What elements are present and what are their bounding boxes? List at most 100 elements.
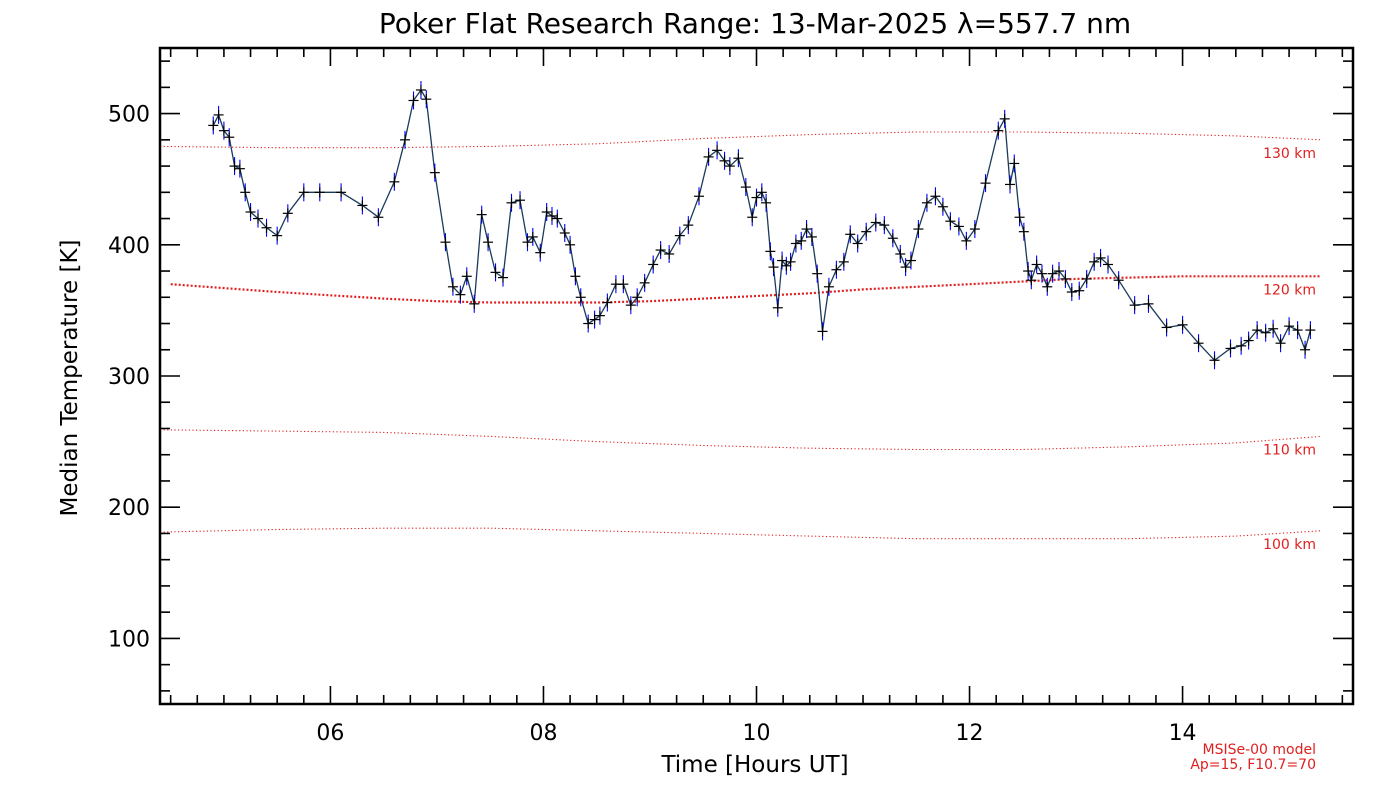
data-point <box>639 273 650 292</box>
data-point <box>817 322 828 341</box>
data-point <box>712 141 723 160</box>
data-point <box>905 251 916 270</box>
data-point <box>483 233 494 252</box>
data-point <box>693 187 704 206</box>
data-point <box>895 244 906 263</box>
data-point <box>469 294 480 313</box>
data-point <box>261 218 272 237</box>
data-point <box>632 288 643 307</box>
data-point <box>440 233 451 252</box>
data-point <box>879 216 890 235</box>
data-point <box>336 183 347 202</box>
data-point <box>980 174 991 193</box>
model-curve-label-1: 120 km <box>1263 282 1316 298</box>
data-point <box>1054 262 1065 281</box>
model-curve-label-0: 130 km <box>1263 146 1316 162</box>
data-point <box>476 205 487 224</box>
data-point <box>1060 269 1071 288</box>
data-point <box>781 256 792 275</box>
data-point <box>535 243 546 262</box>
series-line-0 <box>212 88 1312 362</box>
model-curve-1 <box>170 275 1321 304</box>
data-point <box>224 128 235 147</box>
data-point <box>999 109 1010 128</box>
data-point <box>415 80 426 99</box>
x-tick-label: 08 <box>529 721 557 746</box>
data-point <box>229 157 240 176</box>
x-tick-label: 06 <box>316 721 344 746</box>
data-point <box>913 220 924 239</box>
data-point <box>1031 255 1042 274</box>
data-point <box>429 163 440 182</box>
data-point <box>852 234 863 253</box>
data-point <box>1305 321 1316 340</box>
data-point <box>1275 334 1286 353</box>
y-tick-label: 400 <box>108 234 150 259</box>
data-point <box>870 213 881 232</box>
data-point <box>506 193 517 212</box>
y-tick-label: 300 <box>108 365 150 390</box>
data-point <box>761 193 772 212</box>
data-point <box>1018 222 1029 241</box>
data-point <box>733 149 744 168</box>
data-point <box>756 183 767 202</box>
data-point <box>583 314 594 333</box>
model-curves: 130 km 120 km 110 km 100 km <box>159 131 1322 553</box>
data-point <box>218 121 229 140</box>
data-point <box>747 208 758 227</box>
data-point <box>461 267 472 286</box>
data-point <box>664 244 675 263</box>
y-tick-label: 200 <box>108 496 150 521</box>
data-point <box>1143 294 1154 313</box>
data-point <box>618 275 629 294</box>
data-point <box>421 90 432 109</box>
data-point <box>1066 283 1077 302</box>
data-point <box>272 226 283 245</box>
model-note-line1: MSISe-00 model <box>1202 742 1316 758</box>
model-curve-0 <box>159 131 1322 149</box>
model-curve-label-3: 100 km <box>1263 537 1316 553</box>
chart-title: Poker Flat Research Range: 13-Mar-2025 λ… <box>379 7 1131 40</box>
data-point <box>930 187 941 206</box>
data-point <box>625 296 636 315</box>
data-point <box>790 234 801 253</box>
data-point <box>1005 175 1016 194</box>
data-point <box>490 263 501 282</box>
data-point <box>447 277 458 296</box>
data-point <box>1209 351 1220 370</box>
data-point <box>785 252 796 271</box>
data-point <box>961 231 972 250</box>
data-point <box>565 235 576 254</box>
data-point <box>497 268 508 287</box>
x-tick-label: 14 <box>1169 721 1197 746</box>
data-point <box>208 116 219 135</box>
data-point <box>1300 340 1311 359</box>
data-point <box>772 298 783 317</box>
data-point <box>570 267 581 286</box>
data-point <box>1193 334 1204 353</box>
data-point <box>1284 317 1295 336</box>
x-axis-title: Time [Hours UT] <box>660 752 848 778</box>
data-point <box>1026 271 1037 290</box>
data-point <box>845 225 856 244</box>
data-point <box>719 151 730 170</box>
data-point <box>1081 269 1092 288</box>
plot-frame <box>158 46 1355 706</box>
data-point <box>1047 264 1058 283</box>
data-point <box>838 252 849 271</box>
data-point <box>1225 339 1236 358</box>
data-point <box>674 226 685 245</box>
x-tick-label: 12 <box>956 721 984 746</box>
data-point <box>240 183 251 202</box>
data-point <box>1268 319 1279 338</box>
data-point <box>1177 315 1188 334</box>
data-point <box>703 147 714 166</box>
data-point <box>522 233 533 252</box>
model-curve-label-2: 110 km <box>1263 442 1316 458</box>
data-point <box>559 223 570 242</box>
data-point <box>969 220 980 239</box>
data-point <box>282 204 293 223</box>
data-point <box>900 258 911 277</box>
data-point <box>594 306 605 325</box>
